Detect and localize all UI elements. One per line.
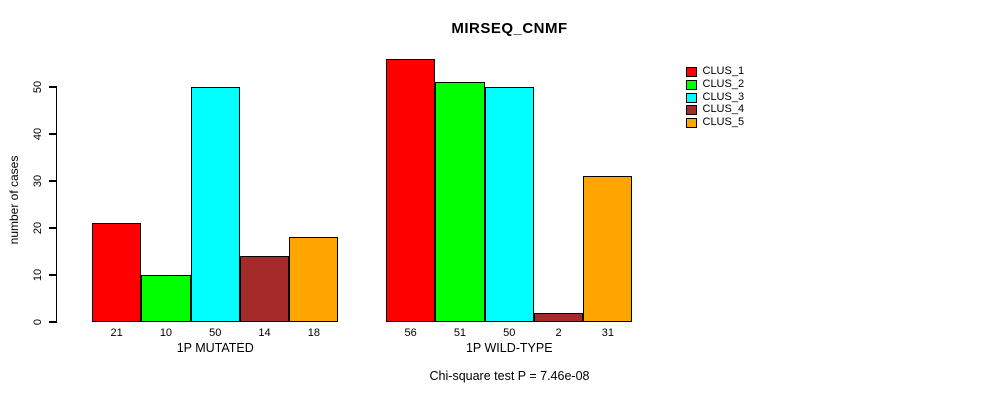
bar-value-label: 51 [453, 327, 467, 339]
y-tick-label: 10 [32, 268, 44, 282]
legend-swatch-clus_2 [686, 79, 697, 90]
legend-swatch-clus_5 [686, 118, 697, 128]
bar-clus_5-group2 [583, 176, 633, 322]
bar-value-label: 18 [307, 327, 320, 339]
legend-label-clus_1: CLUS_1 [702, 65, 745, 77]
y-tick-label: 0 [32, 318, 44, 326]
chart-subtitle: Chi-square test P = 7.46e-08 [429, 369, 590, 383]
bar-clus_2-group2 [435, 82, 485, 322]
y-tick-label: 50 [32, 80, 44, 94]
legend-label-clus_4: CLUS_4 [702, 103, 745, 116]
y-tick [49, 321, 56, 323]
bar-value-label: 2 [555, 327, 562, 339]
bar-value-label: 50 [503, 327, 516, 339]
y-tick [49, 274, 56, 276]
legend-label-clus_5: CLUS_5 [702, 116, 745, 128]
legend-label-clus_3: CLUS_3 [702, 90, 745, 103]
group-label-1: 1P MUTATED [176, 341, 254, 355]
bar-clus_5-group1 [289, 237, 339, 322]
y-tick [49, 227, 56, 229]
y-axis-line [55, 86, 57, 323]
legend-swatch-clus_4 [686, 105, 697, 116]
bar-clus_1-group2 [386, 58, 436, 322]
legend-swatch-clus_3 [686, 92, 697, 103]
chart-title: MIRSEQ_CNMF [451, 20, 568, 37]
bar-clus_4-group2 [533, 312, 584, 322]
legend-label-clus_2: CLUS_2 [702, 77, 745, 90]
bar-clus_3-group2 [484, 87, 534, 322]
bar-value-label: 50 [209, 327, 222, 339]
bar-value-label: 21 [110, 327, 123, 339]
bar-clus_2-group1 [141, 275, 191, 322]
y-tick [49, 86, 56, 88]
y-tick [49, 180, 56, 182]
y-axis-title: number of cases [7, 155, 21, 245]
bar-value-label: 31 [601, 327, 614, 339]
bar-clus_3-group1 [190, 87, 240, 322]
group-label-2: 1P WILD-TYPE [465, 341, 553, 355]
y-tick-label: 40 [32, 127, 44, 141]
bar-value-label: 10 [159, 327, 173, 339]
bar-value-label: 14 [258, 327, 271, 339]
legend-swatch-clus_1 [686, 67, 697, 77]
bar-value-label: 56 [404, 327, 417, 339]
bar-clus_1-group1 [92, 223, 142, 322]
y-tick-label: 20 [32, 221, 44, 235]
bar-clus_4-group1 [239, 256, 290, 322]
y-tick-label: 30 [32, 174, 44, 188]
y-tick [49, 133, 56, 135]
